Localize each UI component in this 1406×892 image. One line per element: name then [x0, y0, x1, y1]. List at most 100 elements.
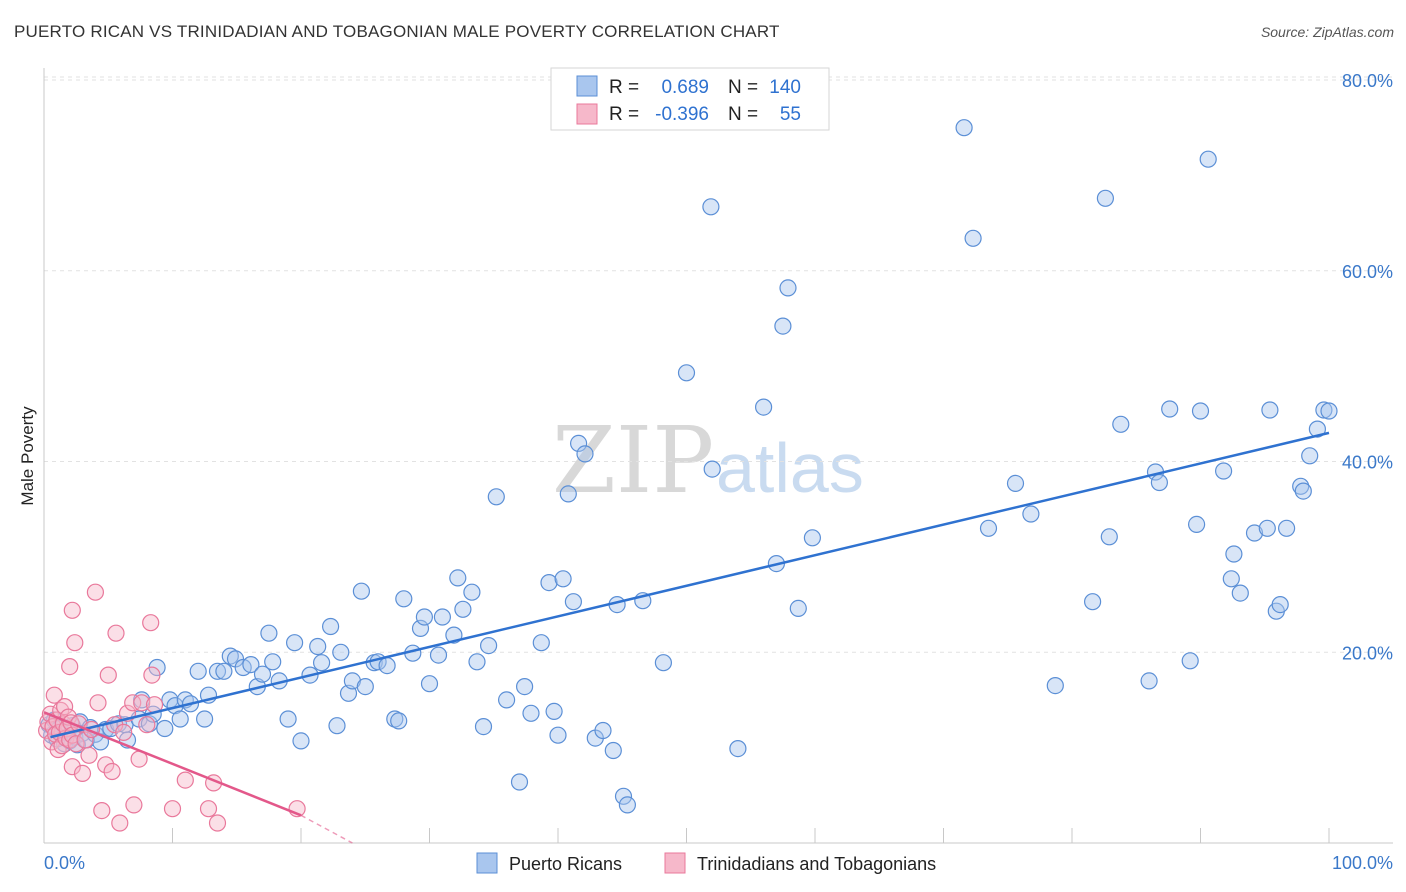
legend-r-label-1: R =: [609, 77, 639, 98]
data-point-puerto-rican: [1292, 477, 1310, 495]
data-point-puerto-rican: [1261, 401, 1279, 419]
data-point-puerto-rican: [1308, 420, 1327, 438]
x-tick-label-max: 100.0%: [1332, 853, 1393, 873]
data-point-puerto-rican: [352, 582, 370, 600]
data-point-puerto-rican: [545, 702, 563, 721]
data-point-puerto-rican: [754, 398, 773, 416]
data-point-puerto-rican: [196, 710, 214, 728]
data-point-puerto-rican: [309, 637, 327, 656]
data-point-puerto-rican: [1315, 401, 1333, 419]
data-point-puerto-rican: [292, 732, 310, 750]
data-point-puerto-rican: [1006, 474, 1025, 492]
data-point-puerto-rican: [803, 529, 822, 547]
data-point-puerto-rican: [1245, 524, 1264, 542]
data-point-trinidadian: [133, 694, 151, 712]
data-point-puerto-rican: [454, 600, 472, 618]
data-point-puerto-rican: [569, 434, 588, 452]
data-point-puerto-rican: [703, 460, 721, 478]
bottom-legend-label-1: Puerto Ricans: [509, 854, 622, 874]
legend-n-value-2: 55: [780, 104, 801, 125]
correlation-legend: R = 0.689 N = 140 R = -0.396 N = 55: [550, 67, 830, 131]
data-point-puerto-rican: [729, 739, 747, 758]
data-point-trinidadian: [67, 735, 85, 753]
data-point-puerto-rican: [604, 741, 622, 760]
y-tick-label: 60.0%: [1342, 262, 1393, 282]
data-point-puerto-rican: [449, 569, 467, 587]
data-point-trinidadian: [55, 697, 74, 716]
data-point-puerto-rican: [468, 653, 486, 671]
data-point-puerto-rican: [964, 229, 982, 247]
data-point-puerto-rican: [1100, 528, 1118, 546]
data-point-puerto-rican: [1271, 595, 1289, 614]
data-point-puerto-rican: [1258, 519, 1276, 537]
data-point-puerto-rican: [242, 655, 260, 674]
data-point-trinidadian: [176, 771, 194, 789]
data-point-puerto-rican: [540, 573, 558, 592]
data-point-puerto-rican: [390, 712, 408, 730]
bottom-legend-label-2: Trinidadians and Tobagonians: [697, 854, 936, 874]
data-point-puerto-rican: [480, 636, 498, 655]
data-point-puerto-rican: [594, 721, 612, 740]
data-point-trinidadian: [111, 814, 129, 832]
data-point-puerto-rican: [549, 726, 567, 744]
data-point-puerto-rican: [1301, 447, 1319, 465]
data-point-puerto-rican: [1214, 462, 1233, 480]
data-point-trinidadian: [73, 764, 92, 783]
data-point-puerto-rican: [463, 583, 481, 601]
data-point-puerto-rican: [208, 662, 227, 680]
legend-n-label-2: N =: [728, 104, 758, 125]
data-point-puerto-rican: [429, 646, 448, 664]
data-point-puerto-rican: [474, 717, 493, 736]
bottom-legend-swatch-blue: [476, 852, 498, 874]
data-point-puerto-rican: [532, 634, 550, 652]
x-tick-label-min: 0.0%: [44, 853, 85, 873]
data-point-puerto-rican: [378, 656, 396, 675]
data-point-puerto-rican: [677, 364, 696, 382]
gridlines: [44, 76, 1393, 653]
y-axis-label: Male Poverty: [18, 406, 37, 506]
legend-r-value-1: 0.689: [661, 77, 709, 98]
data-point-puerto-rican: [955, 119, 973, 137]
chart-title: PUERTO RICAN VS TRINIDADIAN AND TOBAGONI…: [14, 22, 780, 41]
trend-lines: [43, 431, 1330, 844]
data-point-puerto-rican: [554, 570, 572, 588]
data-point-puerto-rican: [1046, 676, 1064, 695]
data-point-puerto-rican: [328, 717, 346, 735]
data-point-trinidadian: [93, 801, 111, 820]
legend-swatch-pink: [576, 103, 598, 125]
data-point-puerto-rican: [1320, 402, 1338, 420]
data-point-puerto-rican: [415, 608, 433, 626]
data-point-puerto-rican: [1199, 150, 1217, 168]
data-point-puerto-rican: [260, 624, 278, 642]
data-point-puerto-rican: [171, 710, 189, 728]
data-point-trinidadian: [125, 796, 143, 814]
data-point-puerto-rican: [189, 662, 207, 680]
data-point-puerto-rican: [1191, 402, 1210, 420]
data-point-puerto-rican: [395, 590, 413, 608]
data-point-puerto-rican: [1022, 505, 1040, 523]
legend-swatch-blue: [576, 75, 598, 97]
data-point-puerto-rican: [1140, 672, 1158, 690]
data-point-puerto-rican: [1083, 593, 1102, 611]
data-point-puerto-rican: [1150, 473, 1169, 492]
y-tick-label: 20.0%: [1342, 643, 1393, 663]
trend-line-trinidadians-extension: [300, 814, 353, 844]
data-point-trinidadian: [103, 762, 121, 781]
data-point-puerto-rican: [286, 634, 304, 652]
data-point-puerto-rican: [654, 654, 673, 672]
data-point-puerto-rican: [515, 677, 534, 696]
data-point-trinidadian: [80, 746, 98, 764]
data-point-trinidadian: [199, 800, 218, 818]
data-point-trinidadian: [86, 583, 105, 601]
data-point-trinidadian: [97, 756, 115, 774]
data-point-trinidadian: [143, 666, 161, 684]
data-point-puerto-rican: [1231, 584, 1249, 602]
legend-n-value-1: 140: [769, 77, 801, 98]
data-point-puerto-rican: [1225, 545, 1243, 563]
trend-line-puerto-ricans: [50, 431, 1330, 739]
y-tick-label: 80.0%: [1342, 71, 1393, 91]
data-point-puerto-rican: [618, 796, 637, 814]
data-point-trinidadian: [89, 694, 107, 712]
data-point-puerto-rican: [1181, 652, 1199, 670]
data-point-trinidadian: [163, 800, 182, 818]
